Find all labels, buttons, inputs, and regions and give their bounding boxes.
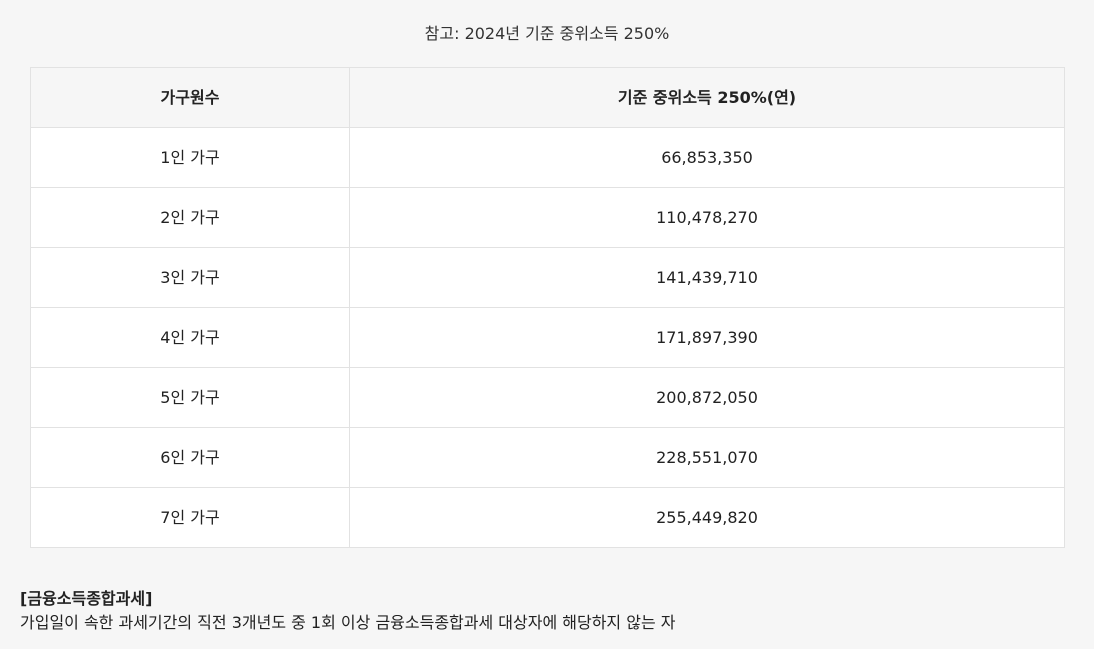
table-row: 6인 가구 228,551,070 (30, 427, 1065, 488)
table-caption: 참고: 2024년 기준 중위소득 250% (424, 24, 670, 43)
table-row: 5인 가구 200,872,050 (30, 367, 1065, 428)
income-cell: 228,551,070 (349, 427, 1065, 488)
table-row: 7인 가구 255,449,820 (30, 487, 1065, 548)
household-size-cell: 5인 가구 (30, 367, 350, 428)
note-title: [금융소득종합과세] (20, 589, 153, 608)
note-text: 가입일이 속한 과세기간의 직전 3개년도 중 1회 이상 금융소득종합과세 대… (20, 613, 676, 632)
income-cell: 110,478,270 (349, 187, 1065, 248)
income-cell: 66,853,350 (349, 127, 1065, 188)
income-cell: 171,897,390 (349, 307, 1065, 368)
table-row: 4인 가구 171,897,390 (30, 307, 1065, 368)
table-row: 1인 가구 66,853,350 (30, 127, 1065, 188)
column-header-household-size: 가구원수 (30, 67, 350, 128)
table-header-row: 가구원수 기준 중위소득 250%(연) (30, 67, 1065, 128)
income-cell: 141,439,710 (349, 247, 1065, 308)
household-size-cell: 7인 가구 (30, 487, 350, 548)
income-cell: 255,449,820 (349, 487, 1065, 548)
household-size-cell: 6인 가구 (30, 427, 350, 488)
household-size-cell: 1인 가구 (30, 127, 350, 188)
household-size-cell: 2인 가구 (30, 187, 350, 248)
income-cell: 200,872,050 (349, 367, 1065, 428)
household-size-cell: 4인 가구 (30, 307, 350, 368)
table-row: 2인 가구 110,478,270 (30, 187, 1065, 248)
median-income-table-container: 가구원수 기준 중위소득 250%(연) 1인 가구 66,853,350 2인… (30, 67, 1065, 548)
household-size-cell: 3인 가구 (30, 247, 350, 308)
column-header-median-income: 기준 중위소득 250%(연) (349, 67, 1065, 128)
table-row: 3인 가구 141,439,710 (30, 247, 1065, 308)
financial-income-tax-note: [금융소득종합과세] 가입일이 속한 과세기간의 직전 3개년도 중 1회 이상… (20, 587, 675, 635)
median-income-table: 가구원수 기준 중위소득 250%(연) 1인 가구 66,853,350 2인… (30, 67, 1065, 548)
